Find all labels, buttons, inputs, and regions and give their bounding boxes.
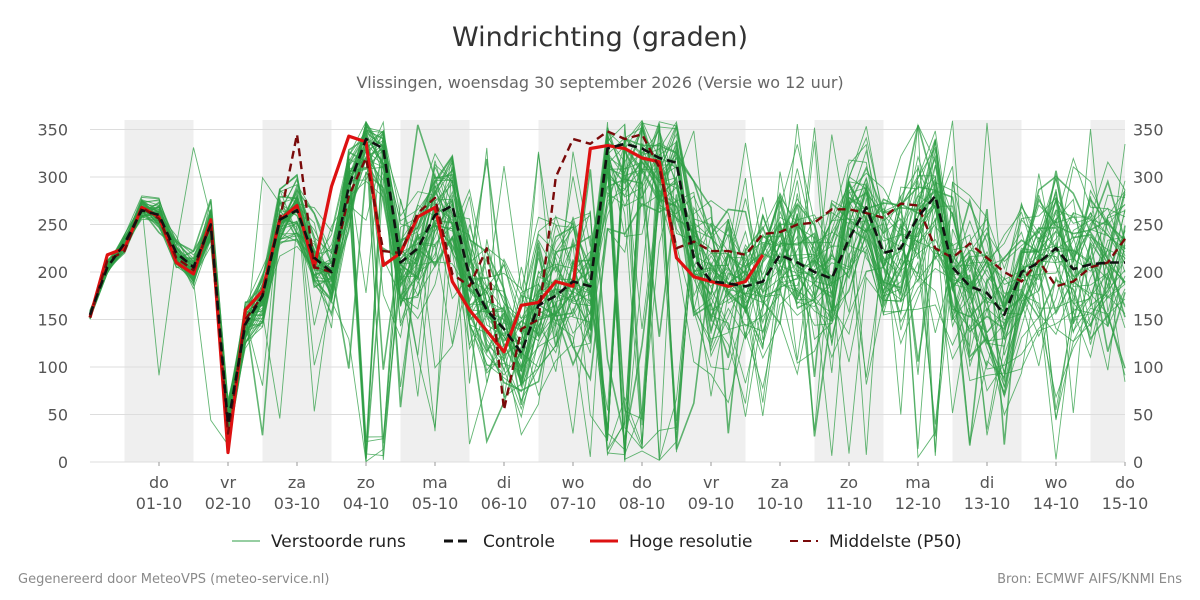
x-tick-day-07-10: wo: [562, 473, 585, 492]
x-tick-date-12-10: 12-10: [895, 494, 942, 513]
footer-generator: Gegenereerd door MeteoVPS (meteo-service…: [18, 572, 330, 587]
ensemble-run-48: [89, 120, 1126, 446]
x-tick-date-14-10: 14-10: [1033, 494, 1080, 513]
x-tick-date-08-10: 08-10: [619, 494, 666, 513]
x-tick-date-07-10: 07-10: [550, 494, 597, 513]
x-tick-day-03-10: za: [288, 473, 306, 492]
x-tick-date-01-10: 01-10: [136, 494, 183, 513]
x-tick-date-04-10: 04-10: [343, 494, 390, 513]
legend-label-ensemble: Verstoorde runs: [271, 532, 406, 552]
y-tick-right-300: 300: [1133, 168, 1164, 187]
x-tick-day-11-10: zo: [840, 473, 858, 492]
x-tick-day-14-10: wo: [1045, 473, 1068, 492]
series-controle: [88, 137, 1125, 426]
x-tick-date-09-10: 09-10: [688, 494, 735, 513]
ensemble-run-50: [89, 123, 1126, 407]
y-tick-left-350: 350: [37, 121, 68, 140]
x-tick-day-10-10: za: [771, 473, 789, 492]
x-tick-date-11-10: 11-10: [826, 494, 873, 513]
x-tick-date-13-10: 13-10: [964, 494, 1011, 513]
ensemble-run-46: [89, 130, 1126, 450]
legend: Verstoorde runs Controle Hoge resolutie …: [232, 532, 962, 552]
x-tick-day-04-10: zo: [357, 473, 375, 492]
y-tick-right-0: 0: [1133, 453, 1143, 472]
y-tick-left-250: 250: [37, 216, 68, 235]
axes: 0 0 50 50 100 100 150 150 200 200 250 250 300 300 350 3…: [37, 121, 1163, 514]
chart-subtitle: Vlissingen, woensdag 30 september 2026 (…: [356, 73, 844, 92]
ensemble-run-44: [89, 126, 1126, 435]
main-series: [88, 130, 1126, 455]
y-tick-left-100: 100: [37, 358, 68, 377]
x-tick-day-15-10: do: [1115, 473, 1135, 492]
legend-label-control: Controle: [483, 532, 555, 552]
x-tick-date-15-10: 15-10: [1102, 494, 1149, 513]
y-tick-left-50: 50: [48, 406, 68, 425]
y-tick-left-300: 300: [37, 168, 68, 187]
shade-band-01-10: [124, 120, 194, 462]
x-tick-date-05-10: 05-10: [412, 494, 459, 513]
x-tick-date-03-10: 03-10: [274, 494, 321, 513]
ensemble-run-49: [89, 141, 1126, 456]
y-tick-right-350: 350: [1133, 121, 1164, 140]
footer-source: Bron: ECMWF AIFS/KNMI Ens: [997, 572, 1182, 587]
y-tick-left-150: 150: [37, 311, 68, 330]
x-tick-day-02-10: vr: [220, 473, 236, 492]
x-tick-day-09-10: vr: [703, 473, 719, 492]
x-tick-day-06-10: di: [497, 473, 512, 492]
y-tick-right-250: 250: [1133, 216, 1164, 235]
y-tick-right-100: 100: [1133, 358, 1164, 377]
chart-title: Windrichting (graden): [451, 22, 749, 53]
ensemble-run-42: [89, 149, 1126, 418]
y-tick-right-50: 50: [1133, 406, 1153, 425]
ensemble-run-41: [89, 122, 1126, 432]
y-tick-left-200: 200: [37, 263, 68, 282]
x-tick-day-12-10: ma: [905, 473, 930, 492]
x-tick-date-10-10: 10-10: [757, 494, 804, 513]
x-tick-day-08-10: do: [632, 473, 652, 492]
x-tick-date-06-10: 06-10: [481, 494, 528, 513]
y-tick-left-0: 0: [58, 453, 68, 472]
legend-label-median: Middelste (P50): [829, 532, 962, 552]
y-tick-right-200: 200: [1133, 263, 1164, 282]
x-tick-day-05-10: ma: [422, 473, 447, 492]
x-tick-day-13-10: di: [980, 473, 995, 492]
x-tick-day-01-10: do: [149, 473, 169, 492]
legend-label-hires: Hoge resolutie: [629, 532, 753, 552]
y-tick-right-150: 150: [1133, 311, 1164, 330]
x-tick-date-02-10: 02-10: [205, 494, 252, 513]
